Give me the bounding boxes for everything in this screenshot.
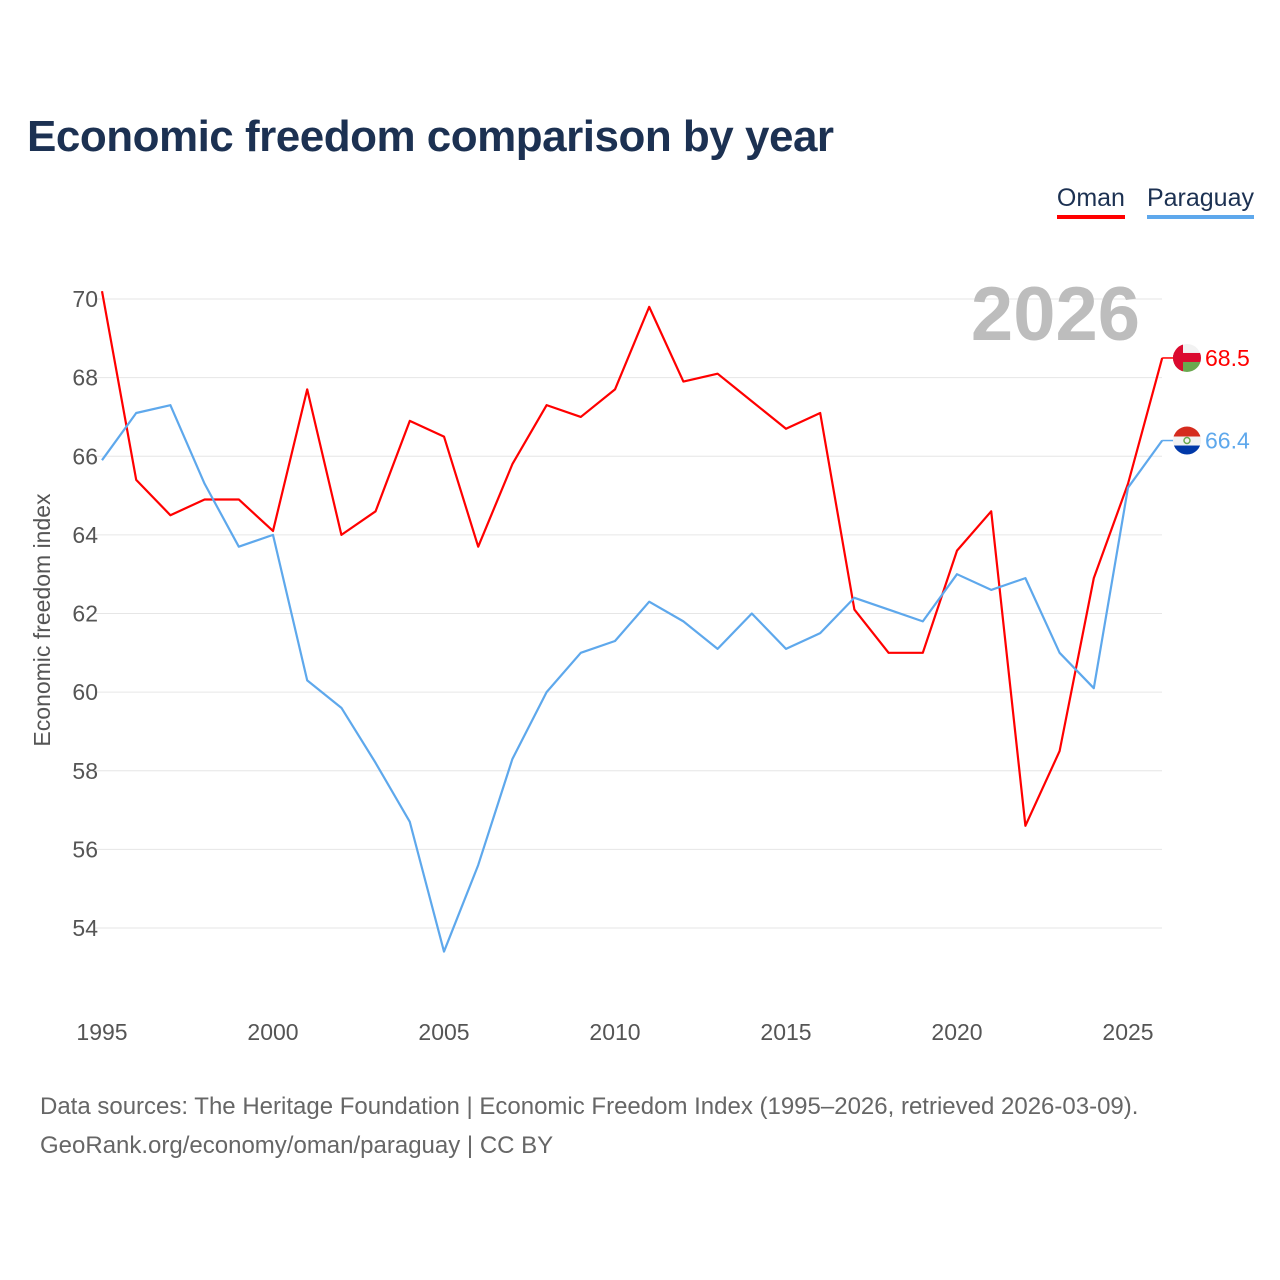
y-tick-label: 60 <box>72 679 98 705</box>
x-tick-label: 2010 <box>589 1019 640 1045</box>
legend: Oman Paraguay <box>1056 184 1254 219</box>
data-source: Data sources: The Heritage Foundation | … <box>40 1093 1139 1120</box>
flag-paraguay-icon <box>1173 426 1201 455</box>
footer: Data sources: The Heritage Foundation | … <box>40 1087 1138 1165</box>
flag-band <box>1173 343 1183 372</box>
series-line-paraguay <box>101 404 1164 953</box>
y-tick-label: 58 <box>72 758 98 784</box>
x-tick-label: 2020 <box>931 1019 982 1045</box>
end-value-label: 66.4 <box>1205 428 1250 454</box>
y-tick-label: 56 <box>72 836 98 862</box>
flag-band <box>1173 360 1201 372</box>
flag-oman-icon <box>1173 343 1201 372</box>
legend-paraguay[interactable]: Paraguay <box>1146 184 1254 219</box>
source-link[interactable]: GeoRank.org/economy/oman/paraguay | CC B… <box>40 1132 554 1159</box>
y-tick-label: 68 <box>72 365 98 391</box>
x-tick-label: 1995 <box>76 1019 127 1045</box>
series-line-oman <box>100 290 1164 827</box>
y-tick-label: 66 <box>72 443 98 469</box>
legend-oman[interactable]: Oman <box>1056 184 1125 219</box>
flag-band <box>1173 445 1201 455</box>
flag-band <box>1173 426 1201 437</box>
x-tick-label: 2015 <box>760 1019 811 1045</box>
y-tick-label: 70 <box>72 286 98 312</box>
x-tick-label: 2000 <box>247 1019 298 1045</box>
y-tick-label: 64 <box>72 522 98 548</box>
end-value-label: 68.5 <box>1205 345 1250 371</box>
x-tick-label: 2025 <box>1102 1019 1153 1045</box>
chart-title: Economic freedom comparison by year <box>27 112 834 161</box>
flag-band <box>1173 352 1201 362</box>
flag-emblem <box>1183 436 1191 445</box>
y-tick-label: 62 <box>72 601 98 627</box>
flag-band <box>1173 436 1201 446</box>
year-watermark: 2026 <box>971 272 1140 357</box>
y-tick-label: 54 <box>72 915 98 941</box>
y-axis-label: Economic freedom index <box>29 493 55 747</box>
x-tick-label: 2005 <box>418 1019 469 1045</box>
